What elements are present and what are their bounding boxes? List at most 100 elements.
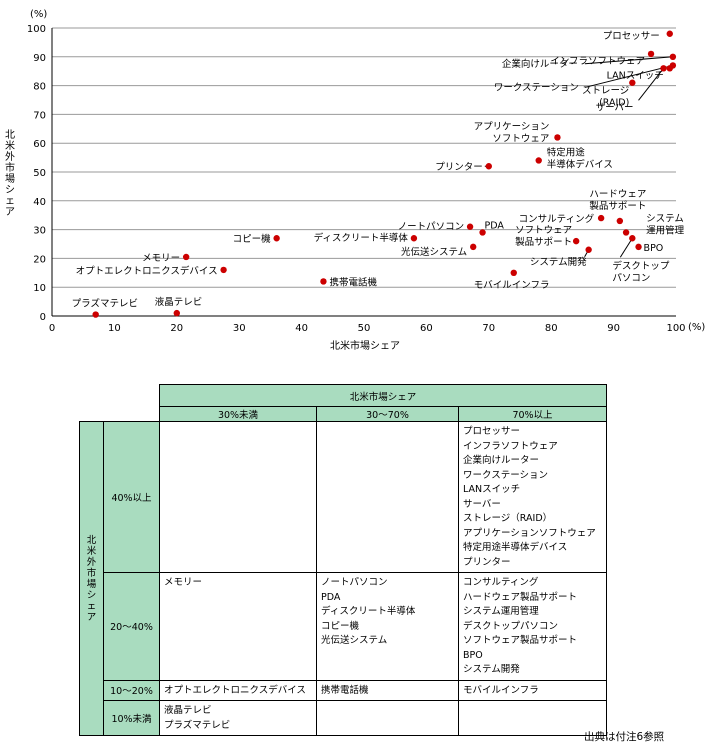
matrix-item: 携帯電話機	[321, 684, 369, 696]
data-point	[273, 235, 280, 242]
data-point	[410, 235, 418, 242]
matrix-item: デスクトップパソコン	[463, 620, 559, 632]
data-point	[616, 217, 624, 225]
x-tick-label: 10	[108, 323, 121, 334]
matrix-item: インフラソフトウェア	[463, 440, 558, 452]
point-label: LANスイッチ	[607, 70, 664, 81]
data-point	[554, 134, 561, 141]
x-tick-label: 90	[607, 323, 620, 334]
matrix-item: プリンター	[463, 556, 511, 568]
data-point	[629, 235, 636, 242]
matrix-item: システム開発	[463, 664, 520, 675]
point-label: 携帯電話機	[329, 276, 377, 288]
matrix-top-header: 北米市場シェア	[159, 384, 607, 407]
matrix-row-label: 10〜20%	[103, 679, 160, 701]
matrix-side-header: 北米外市場シェア	[79, 421, 104, 736]
data-point	[585, 246, 592, 253]
x-tick-label: 20	[170, 323, 183, 334]
point-label: ストレージ(RAID)	[582, 86, 629, 109]
data-point	[660, 65, 667, 72]
matrix-item: プラズマテレビ	[164, 719, 231, 731]
point-label: コピー機	[233, 233, 272, 245]
x-tick-label: 30	[233, 323, 246, 334]
source-note: 出典は付注6参照	[584, 731, 665, 743]
point-label: 企業向けルーター	[502, 58, 578, 70]
data-point	[666, 30, 673, 37]
matrix-item: ハードウェア製品サポート	[463, 591, 578, 603]
x-tick-label: 0	[49, 323, 55, 334]
x-tick-label: 70	[482, 323, 495, 334]
y-tick-label: 50	[33, 168, 46, 179]
matrix-item: PDA	[321, 591, 341, 603]
x-tick-label: 80	[545, 323, 558, 334]
point-label: アプリケーションソフトウェア	[474, 121, 550, 144]
matrix-item: コンサルティング	[463, 577, 539, 588]
data-point	[597, 214, 605, 222]
point-label: ワークステーション	[494, 82, 579, 93]
gridlines	[52, 27, 676, 288]
y-tick-label: 0	[40, 312, 46, 323]
y-tick-label: 60	[33, 139, 46, 150]
leader-line	[619, 237, 633, 258]
point-label: 特定用途半導体デバイス	[547, 146, 613, 170]
matrix-corner	[79, 384, 160, 422]
point-label: オプトエレクトロニクスデバイス	[76, 265, 218, 277]
y-tick-label: 70	[33, 110, 46, 121]
matrix-item: システム運用管理	[463, 606, 539, 617]
matrix-cell: 液晶テレビプラズマテレビ	[159, 700, 317, 736]
point-label: モバイルインフラ	[474, 280, 550, 291]
matrix-cell: プロセッサー インフラソフトウェア 企業向けルーター ワークステーション LANスイッチ…	[458, 421, 607, 573]
data-point	[535, 157, 542, 164]
matrix-item: ストレージ（RAID）	[463, 513, 553, 524]
point-label: PDA	[485, 220, 505, 231]
matrix-col-header: 30〜70%	[316, 406, 459, 422]
matrix-item: BPO	[463, 649, 483, 661]
point-label: ノートパソコン	[398, 222, 465, 233]
matrix-item: ワークステーション	[463, 469, 549, 481]
point-label: インフラソフトウェア	[550, 56, 645, 67]
point-label: システム運用管理	[646, 213, 685, 236]
y-tick-label: 100	[27, 24, 46, 35]
leader-line	[584, 64, 674, 88]
point-label: 光伝送システム	[401, 246, 467, 258]
chart-axes	[51, 28, 676, 317]
matrix-cell	[458, 700, 607, 736]
matrix-item: 光伝送システム	[321, 635, 388, 646]
matrix-row-label: 10%未満	[103, 700, 160, 736]
tick-labels: 0 10 20 30 40 50 60 70 80 90 100 0 10 20 30 40 50 60 70 80 9…	[27, 24, 686, 334]
data-point	[479, 229, 486, 236]
x-tick-label: 60	[420, 323, 433, 334]
x-tick-label: 100	[666, 323, 685, 334]
data-point	[647, 50, 655, 58]
matrix-item: モバイルインフラ	[463, 684, 539, 696]
matrix-cell	[316, 700, 459, 736]
data-point	[182, 253, 190, 261]
data-point	[485, 163, 492, 170]
matrix-item: サーバー	[463, 498, 501, 510]
point-label: メモリー	[142, 253, 180, 264]
data-point	[572, 237, 580, 245]
y-tick-label: 90	[33, 53, 46, 64]
point-label: ハードウェア製品サポート	[589, 189, 646, 212]
matrix-item: 液晶テレビ	[164, 705, 212, 716]
x-axis-title: 北米市場シェア	[330, 339, 400, 352]
y-unit-label: (%)	[30, 9, 47, 20]
data-point	[629, 79, 636, 86]
leader-line	[584, 56, 673, 65]
data-point	[510, 269, 517, 276]
data-point	[622, 229, 630, 236]
matrix-item: コピー機	[321, 620, 360, 632]
y-tick-label: 10	[33, 283, 46, 294]
matrix-col-header: 30%未満	[159, 406, 317, 422]
y-tick-label: 20	[33, 254, 46, 265]
point-label: ソフトウェア製品サポート	[515, 225, 572, 248]
matrix-item: 企業向けルーター	[463, 455, 540, 466]
matrix-cell	[316, 421, 459, 573]
y-tick-label: 40	[33, 197, 46, 208]
point-label: コンサルティング	[519, 213, 595, 225]
data-point	[220, 266, 227, 274]
data-point	[666, 65, 673, 72]
x-tick-label: 50	[358, 323, 371, 334]
point-label: サーバー	[596, 102, 634, 113]
point-label: BPO	[644, 243, 664, 254]
